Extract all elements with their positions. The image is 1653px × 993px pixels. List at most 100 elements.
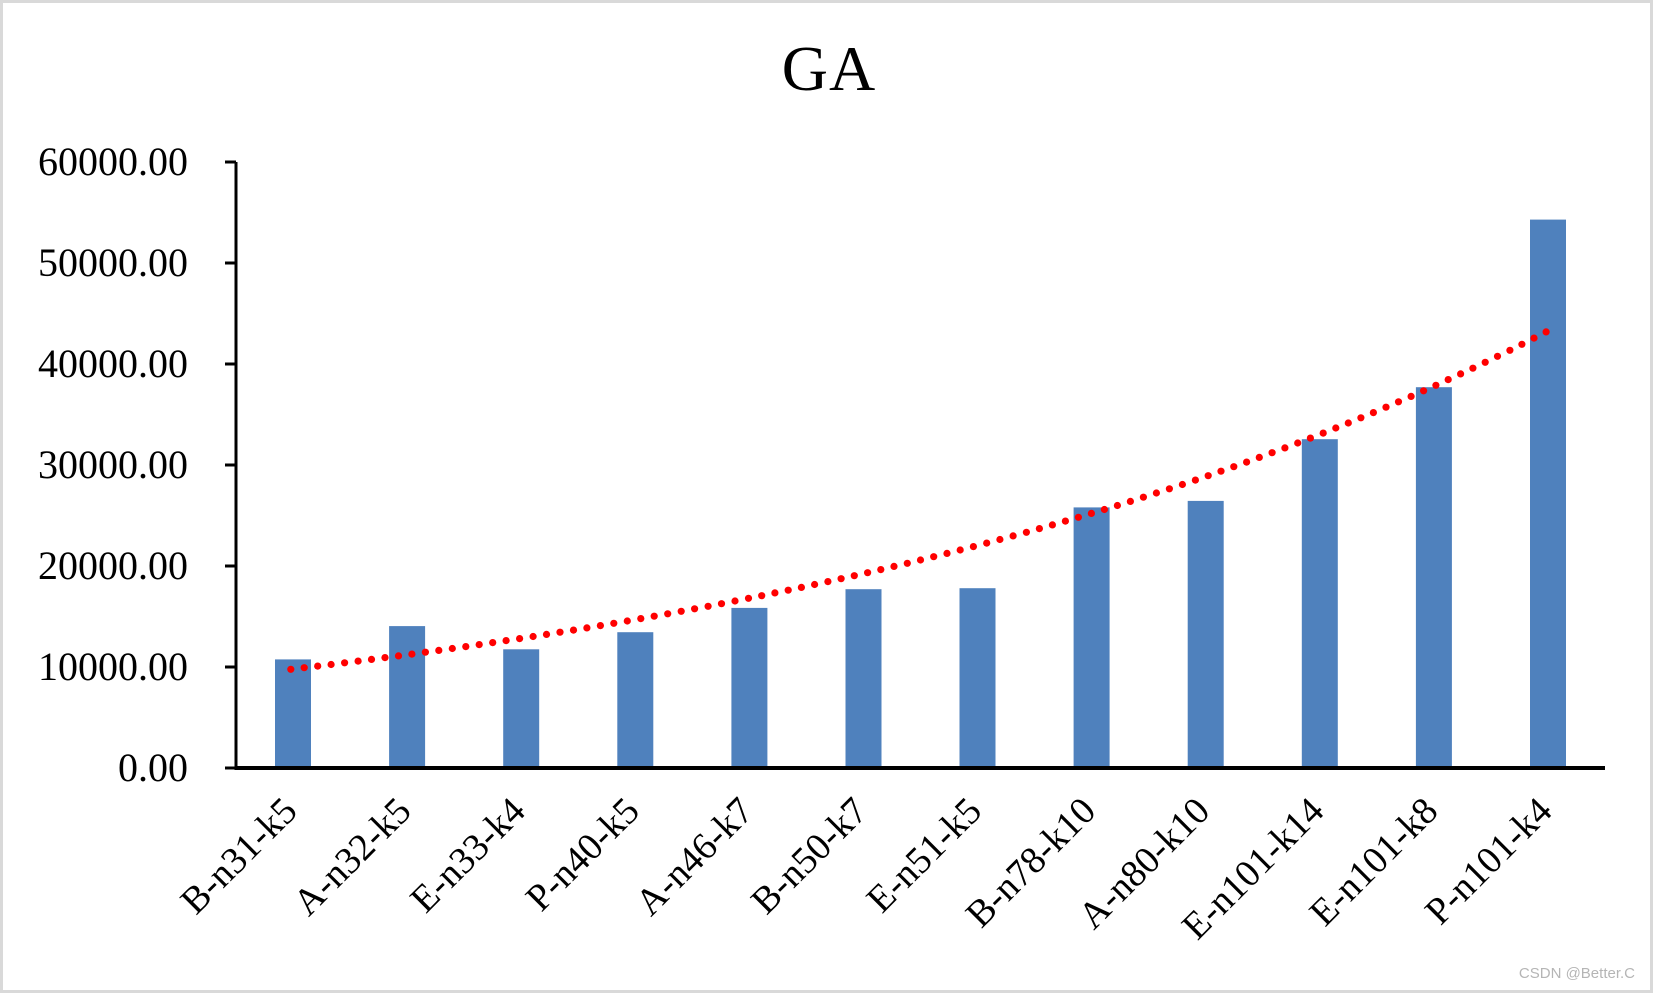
bar-A-n80-k10 xyxy=(1187,500,1224,768)
trendline-dot xyxy=(502,637,510,645)
trendline-dot xyxy=(1306,434,1314,442)
trendline-dot xyxy=(930,553,938,561)
trendline-dot xyxy=(448,644,456,653)
trendline-dot xyxy=(1407,392,1415,400)
trendline-dot xyxy=(354,657,362,665)
trendline-dot xyxy=(623,617,631,625)
trendline-dot xyxy=(1432,381,1440,389)
bar-B-n78-k10 xyxy=(1073,507,1110,768)
trendline-dot xyxy=(1457,370,1465,378)
trendline-dot xyxy=(650,612,658,620)
trendline-dot xyxy=(943,549,951,558)
trendline-dot xyxy=(1204,472,1212,480)
trendline-dot xyxy=(1074,513,1082,521)
y-tick-label: 60000.00 xyxy=(38,139,188,184)
trendline-dot xyxy=(516,635,524,643)
bar-E-n101-k8 xyxy=(1415,387,1452,768)
bar-P-n101-k4 xyxy=(1530,219,1566,769)
trendline-dot xyxy=(1357,414,1365,422)
bar-E-n51-k5 xyxy=(959,588,996,768)
trendline-dot xyxy=(664,610,672,618)
trendline-dot xyxy=(1152,489,1160,497)
trendline-dot xyxy=(1518,340,1526,348)
trendline-dot xyxy=(1100,505,1108,514)
trendline-dot xyxy=(542,630,551,639)
trendline-dot xyxy=(1382,403,1390,411)
trendline-dot xyxy=(637,615,645,623)
trendline-dot xyxy=(1493,352,1502,360)
trendline-dot xyxy=(864,569,872,577)
trendline-dot xyxy=(811,580,819,589)
y-tick-label: 20000.00 xyxy=(38,543,188,588)
trendline-dot xyxy=(1369,409,1377,417)
trendline-dot xyxy=(983,539,991,547)
trendline-dot xyxy=(1243,458,1251,466)
y-tick-label: 0.00 xyxy=(118,745,188,790)
trendline-dot xyxy=(1230,463,1238,471)
trendline-dot xyxy=(956,546,964,554)
trendline-dot xyxy=(996,535,1004,544)
watermark-text: CSDN @Better.C xyxy=(1518,965,1635,982)
trendline-dot xyxy=(421,648,429,656)
y-tick-label: 30000.00 xyxy=(38,442,188,487)
trendline-dot xyxy=(367,655,376,664)
trendline-dot xyxy=(771,589,779,597)
trendline-dot xyxy=(1217,467,1225,475)
trendline-dot xyxy=(1268,449,1276,457)
trendline-dot xyxy=(1009,532,1017,540)
x-tick-label: B-n50-k7 xyxy=(743,790,876,923)
trendline-dot xyxy=(583,624,591,632)
trendline-dot xyxy=(691,605,699,613)
trendline-dot xyxy=(341,659,349,667)
trendline-dot xyxy=(1281,444,1289,452)
trendline-dot xyxy=(758,592,766,600)
trendline-dot xyxy=(556,628,564,636)
trendline-dot xyxy=(596,622,605,630)
trendline-dot xyxy=(717,600,726,608)
trendline-dot xyxy=(408,650,416,658)
x-tick-label: P-n40-k5 xyxy=(518,790,648,920)
bars-group xyxy=(275,219,1566,769)
trendline-dot xyxy=(1294,439,1302,447)
x-tick-label: B-n31-k5 xyxy=(173,790,306,923)
bar-B-n31-k5 xyxy=(275,659,311,768)
trendline-dot xyxy=(462,643,470,651)
trendline-dot xyxy=(1481,358,1489,366)
y-tick-label: 40000.00 xyxy=(38,341,188,386)
trendline-dot xyxy=(784,586,792,594)
y-tick-label: 10000.00 xyxy=(38,644,188,689)
trendline-dot xyxy=(1061,517,1069,525)
trendline-dot xyxy=(824,578,832,586)
trendline-dot xyxy=(1191,476,1199,484)
x-tick-label: P-n101-k4 xyxy=(1417,790,1560,933)
trendline-dot xyxy=(1506,346,1514,354)
trendline-dot xyxy=(475,641,483,649)
trendline-dot xyxy=(877,566,885,574)
trendline-dot xyxy=(1444,376,1452,384)
trendline-dot xyxy=(1255,453,1263,461)
trendline-dot xyxy=(850,572,858,580)
chart-title: GA xyxy=(781,33,877,104)
trendline-dot xyxy=(1165,485,1173,493)
trendline-dot xyxy=(394,652,403,660)
trendline-dot xyxy=(1530,334,1538,342)
bar-chart-canvas: 0.00 10000.00 20000.00 30000.00 40000.00 5000… xyxy=(38,139,1605,948)
x-tick-label: A-n32-k5 xyxy=(285,790,419,924)
y-ticks-group: 0.00 10000.00 20000.00 30000.00 40000.00 5000… xyxy=(38,139,236,790)
trendline-dot xyxy=(610,619,618,627)
trendline-dot xyxy=(381,654,389,662)
trendline-dot xyxy=(1113,501,1121,510)
trendline-dot xyxy=(969,543,978,551)
trendline-dot xyxy=(287,665,295,673)
trendline-dot xyxy=(1087,509,1095,517)
trendline-dot xyxy=(1035,525,1043,533)
trendline-dot xyxy=(1178,480,1186,489)
trendline-dot xyxy=(1319,429,1327,437)
trendline-dot xyxy=(314,662,322,670)
trendline-dot xyxy=(916,556,925,564)
trendline-dot xyxy=(797,583,806,592)
trendline-dot xyxy=(1332,424,1340,432)
trendline-dot xyxy=(1542,328,1550,336)
trendline-dot xyxy=(327,660,335,669)
